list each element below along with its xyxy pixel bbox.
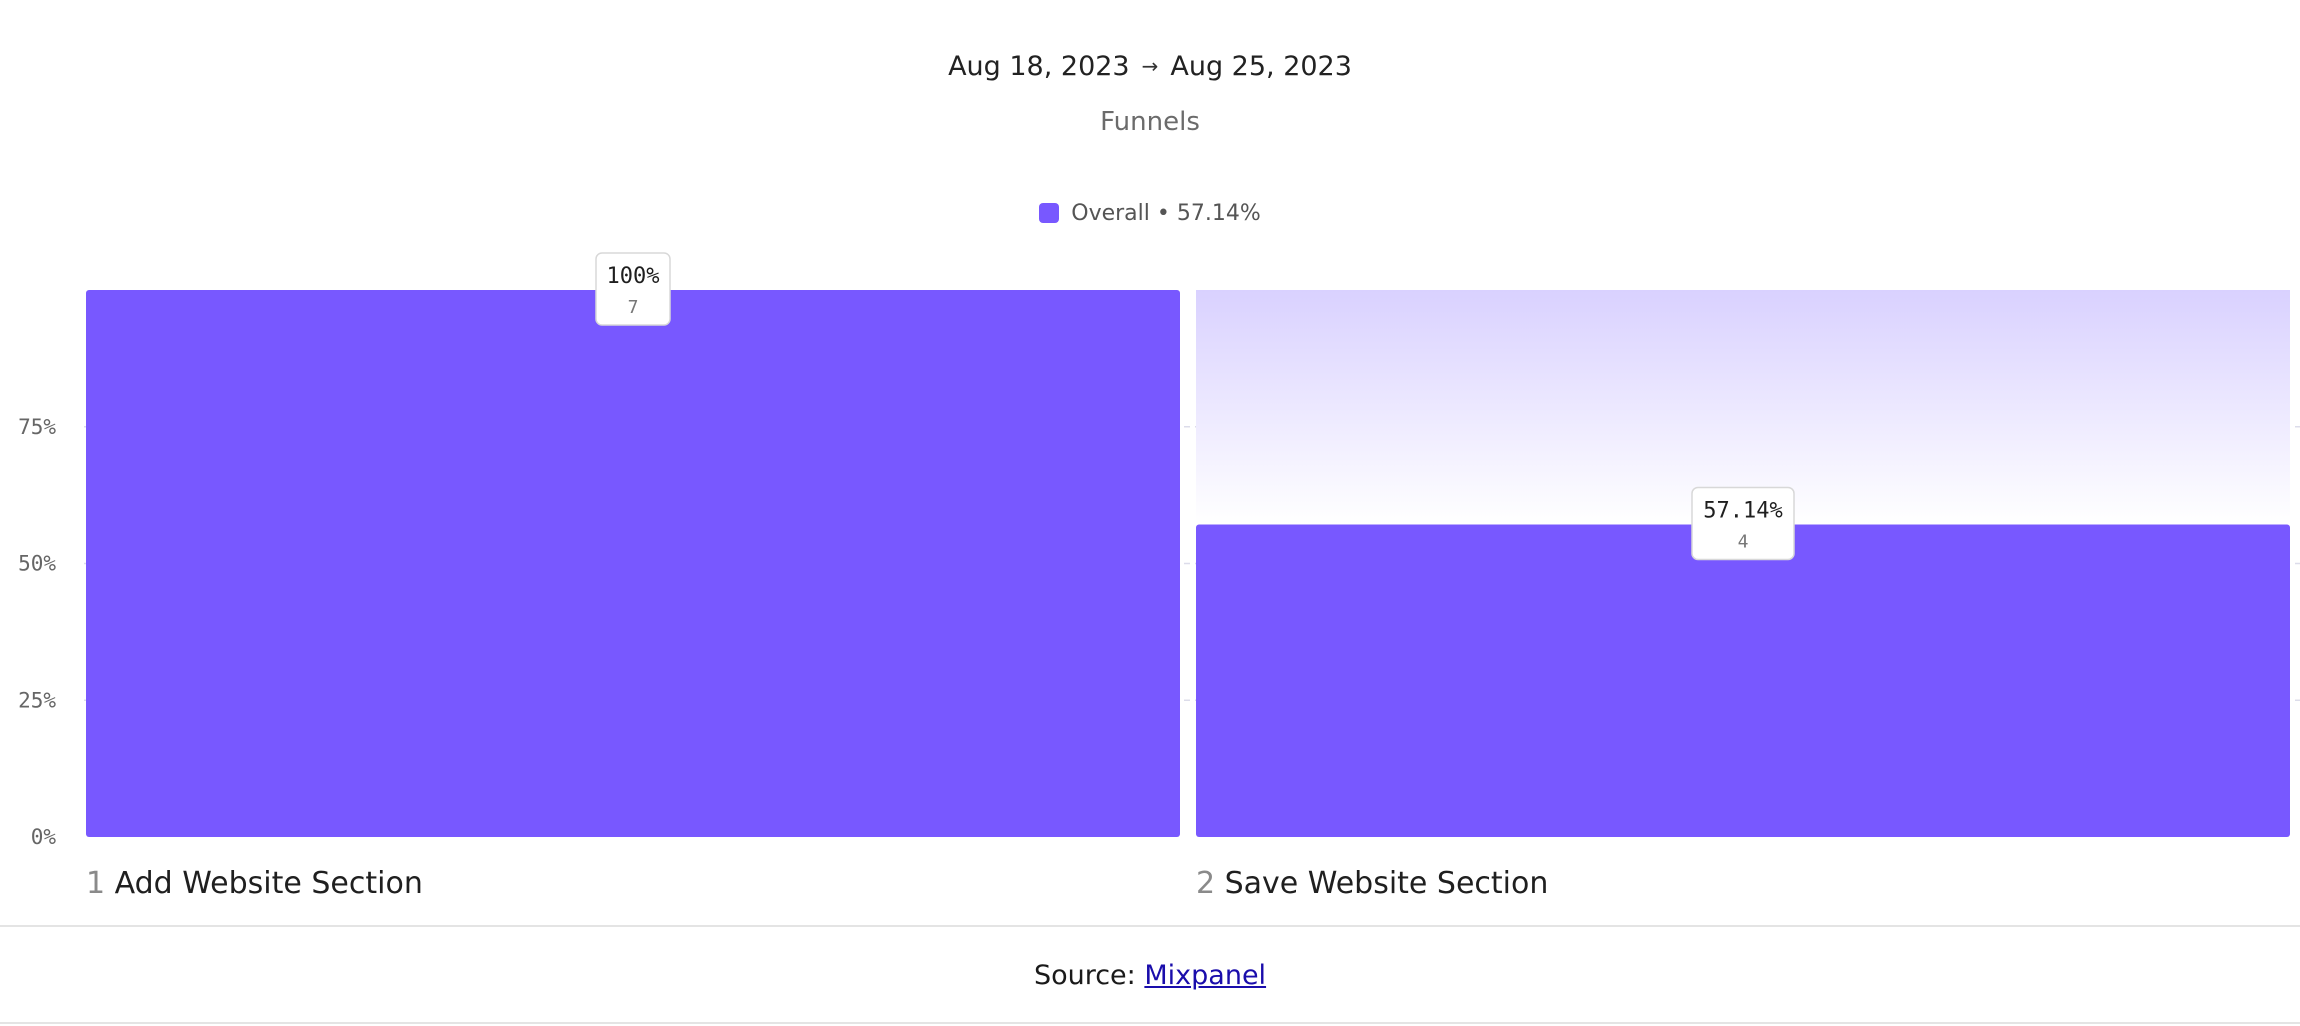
data-label-count: 4 [1738,531,1749,552]
bars-layer [86,290,2290,837]
y-tick-label: 75% [18,415,56,439]
data-label-percent: 57.14% [1703,498,1782,523]
footer-divider [0,925,2300,927]
data-label: 57.14% 4 [1691,486,1795,561]
funnel-bar [1196,524,2290,837]
data-label-count: 7 [628,297,639,318]
report-type-label: Funnels [1100,107,1200,137]
data-labels: 100% 7 57.14% 4 [595,252,1795,561]
step-label: 1 Add Website Section [86,866,423,901]
x-axis-categories: 1 Add Website Section 2 Save Website Sect… [86,866,1548,901]
data-label-box [1691,486,1795,561]
dropoff-area [1196,290,2290,525]
chart-legend[interactable]: Overall • 57.14% [0,198,2300,230]
funnel-bar [86,290,1180,837]
legend-swatch [1039,203,1060,223]
y-tick-label: 25% [18,688,56,712]
arrow-right-icon: → [1141,54,1159,78]
legend-label: Overall • 57.14% [1071,201,1261,226]
source-prefix: Source: [1033,960,1136,991]
data-label: 100% 7 [595,252,671,326]
date-start: Aug 18, 2023 [948,51,1130,82]
y-tick-label: 50% [18,552,56,576]
step-number: 1 [86,866,115,901]
step-number: 2 [1196,866,1225,901]
data-label-percent: 100% [607,264,660,289]
step-name: Add Website Section [115,866,423,901]
funnel-chart: 0% 25% 50% 75% 100% 7 57.14% 4 1 Add Website S… [18,252,2300,901]
y-axis: 0% 25% 50% 75% [18,415,56,849]
date-end: Aug 25, 2023 [1170,51,1352,82]
step-label: 2 Save Website Section [1196,866,1548,901]
step-name: Save Website Section [1225,866,1549,901]
date-range: Aug 18, 2023 → Aug 25, 2023 [0,46,2300,87]
bottom-divider [0,1022,2300,1024]
source-line: Source: Mixpanel [0,956,2300,996]
data-label-box [595,252,671,326]
source-link[interactable]: Mixpanel [1144,960,1267,991]
y-tick-label: 0% [31,825,57,849]
